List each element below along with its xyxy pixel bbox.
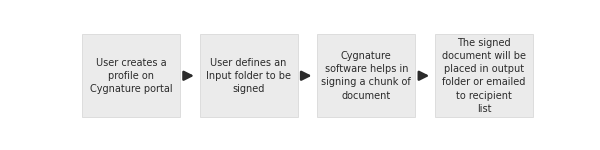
FancyBboxPatch shape [200,34,298,117]
FancyBboxPatch shape [317,34,415,117]
Text: User defines an
Input folder to be
signed: User defines an Input folder to be signe… [206,58,291,94]
Text: Cygnature
software helps in
signing a chunk of
document: Cygnature software helps in signing a ch… [322,51,411,100]
Text: The signed
document will be
placed in output
folder or emailed
to recipient
list: The signed document will be placed in ou… [442,38,526,114]
FancyBboxPatch shape [82,34,180,117]
FancyBboxPatch shape [435,34,533,117]
Text: User creates a
profile on
Cygnature portal: User creates a profile on Cygnature port… [90,58,172,94]
